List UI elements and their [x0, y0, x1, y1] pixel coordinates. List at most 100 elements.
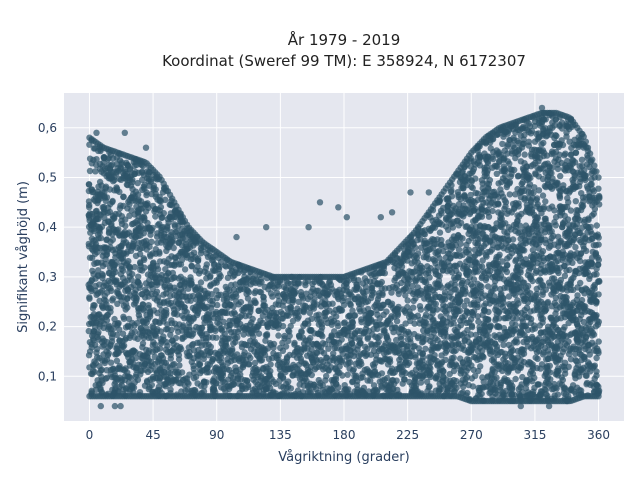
- data-point: [468, 322, 475, 329]
- data-point: [295, 313, 302, 320]
- data-point: [203, 379, 210, 386]
- data-point: [516, 252, 523, 260]
- data-point: [160, 210, 167, 217]
- data-point: [136, 281, 144, 289]
- data-point: [146, 243, 153, 250]
- data-point: [177, 344, 184, 351]
- data-point: [270, 340, 278, 348]
- data-point: [134, 376, 142, 383]
- data-point: [367, 310, 375, 317]
- data-point: [527, 174, 534, 182]
- data-point: [213, 334, 220, 341]
- data-point: [107, 359, 115, 366]
- data-point: [459, 235, 466, 242]
- data-point: [442, 349, 449, 356]
- data-point: [410, 304, 417, 311]
- data-point: [103, 252, 110, 259]
- data-point: [448, 193, 456, 200]
- data-point: [113, 357, 121, 364]
- data-point: [347, 359, 354, 366]
- data-point: [126, 212, 133, 219]
- data-point: [455, 246, 463, 253]
- data-point: [251, 297, 258, 304]
- data-point: [351, 312, 359, 319]
- data-point: [417, 306, 424, 313]
- data-point: [113, 331, 121, 339]
- data-point: [156, 248, 163, 256]
- data-point: [452, 347, 459, 354]
- data-point: [110, 214, 118, 221]
- data-point: [154, 266, 162, 273]
- data-point: [115, 226, 122, 233]
- data-point: [335, 384, 342, 391]
- data-point: [435, 277, 443, 284]
- data-point: [415, 250, 422, 257]
- data-point: [512, 375, 519, 383]
- data-point: [291, 290, 298, 297]
- data-point: [465, 268, 472, 275]
- data-points: [85, 104, 603, 410]
- data-point: [486, 176, 494, 184]
- data-point: [489, 207, 496, 215]
- data-point: [130, 384, 138, 391]
- data-point: [132, 290, 139, 298]
- data-point: [153, 288, 161, 295]
- data-point: [500, 299, 507, 306]
- data-point: [197, 279, 205, 286]
- data-point: [267, 367, 274, 375]
- data-point: [111, 315, 118, 323]
- data-point: [119, 330, 127, 337]
- data-point: [136, 250, 144, 258]
- data-point: [247, 354, 254, 362]
- data-point: [134, 191, 142, 198]
- data-point: [134, 179, 141, 187]
- data-point: [308, 371, 315, 379]
- data-point: [120, 193, 127, 200]
- data-point: [426, 274, 433, 281]
- data-point: [329, 300, 336, 307]
- data-point: [249, 315, 256, 323]
- data-point: [480, 354, 487, 361]
- data-point: [506, 191, 513, 198]
- data-point: [164, 342, 171, 349]
- data-point: [432, 300, 439, 308]
- data-point: [85, 181, 93, 188]
- data-point: [143, 191, 150, 199]
- data-point: [333, 313, 340, 320]
- data-point: [520, 350, 528, 357]
- data-point: [86, 167, 94, 175]
- data-point: [501, 165, 508, 173]
- data-point: [478, 283, 485, 290]
- data-point: [140, 213, 147, 220]
- data-point: [521, 151, 528, 158]
- data-point: [495, 201, 502, 208]
- data-point: [255, 330, 263, 337]
- data-point: [237, 298, 245, 306]
- data-point: [107, 304, 114, 312]
- data-point: [168, 238, 175, 246]
- data-point: [141, 181, 148, 189]
- data-point: [275, 332, 282, 339]
- data-point: [202, 264, 210, 271]
- data-point: [102, 197, 110, 204]
- data-point: [140, 255, 147, 262]
- data-point: [212, 380, 220, 387]
- data-point: [427, 370, 434, 377]
- data-point: [102, 260, 109, 268]
- data-point: [394, 312, 401, 319]
- data-point: [514, 297, 521, 304]
- data-point: [125, 258, 132, 265]
- chart-title-line2: Koordinat (Sweref 99 TM): E 358924, N 61…: [162, 52, 526, 70]
- data-point: [128, 276, 135, 283]
- data-point: [380, 265, 388, 272]
- data-point: [124, 304, 131, 311]
- data-point: [157, 328, 165, 335]
- data-point: [334, 322, 342, 330]
- data-point: [438, 210, 445, 217]
- data-point: [157, 203, 165, 211]
- data-point: [338, 336, 345, 343]
- data-point: [315, 311, 322, 318]
- data-point: [86, 204, 93, 211]
- data-point: [159, 355, 167, 362]
